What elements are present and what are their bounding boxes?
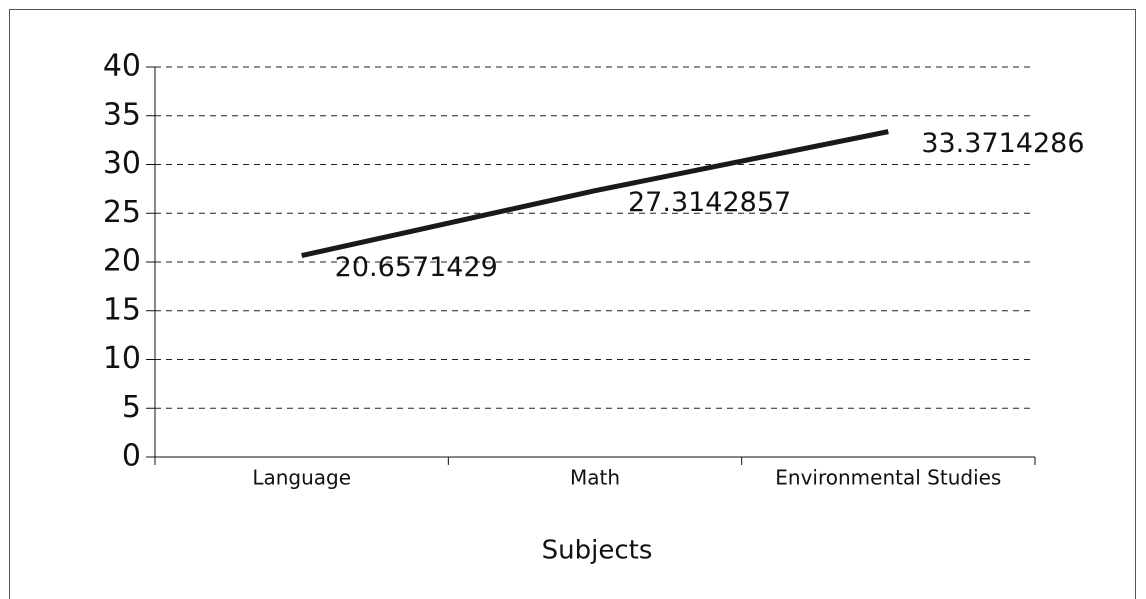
y-tick-label: 35 <box>103 97 141 132</box>
y-tick-label: 5 <box>122 390 141 425</box>
data-line <box>301 129 889 259</box>
x-tick-label: Math <box>570 466 620 490</box>
y-tick-label: 15 <box>103 292 141 327</box>
x-tick-label: Environmental Studies <box>775 466 1001 490</box>
chart-frame <box>9 9 1136 599</box>
data-label: 33.3714286 <box>921 128 1084 159</box>
y-tick-label: 25 <box>103 195 141 230</box>
y-tick-label: 40 <box>103 49 141 84</box>
y-tick-label: 10 <box>103 341 141 376</box>
x-tick-label: Language <box>252 466 351 490</box>
y-tick-label: 30 <box>103 146 141 181</box>
data-label: 20.6571429 <box>335 252 498 283</box>
y-tick-label: 20 <box>103 244 141 279</box>
data-label: 27.3142857 <box>628 187 791 218</box>
x-axis-title: Subjects <box>542 536 653 566</box>
y-tick-label: 0 <box>122 439 141 474</box>
